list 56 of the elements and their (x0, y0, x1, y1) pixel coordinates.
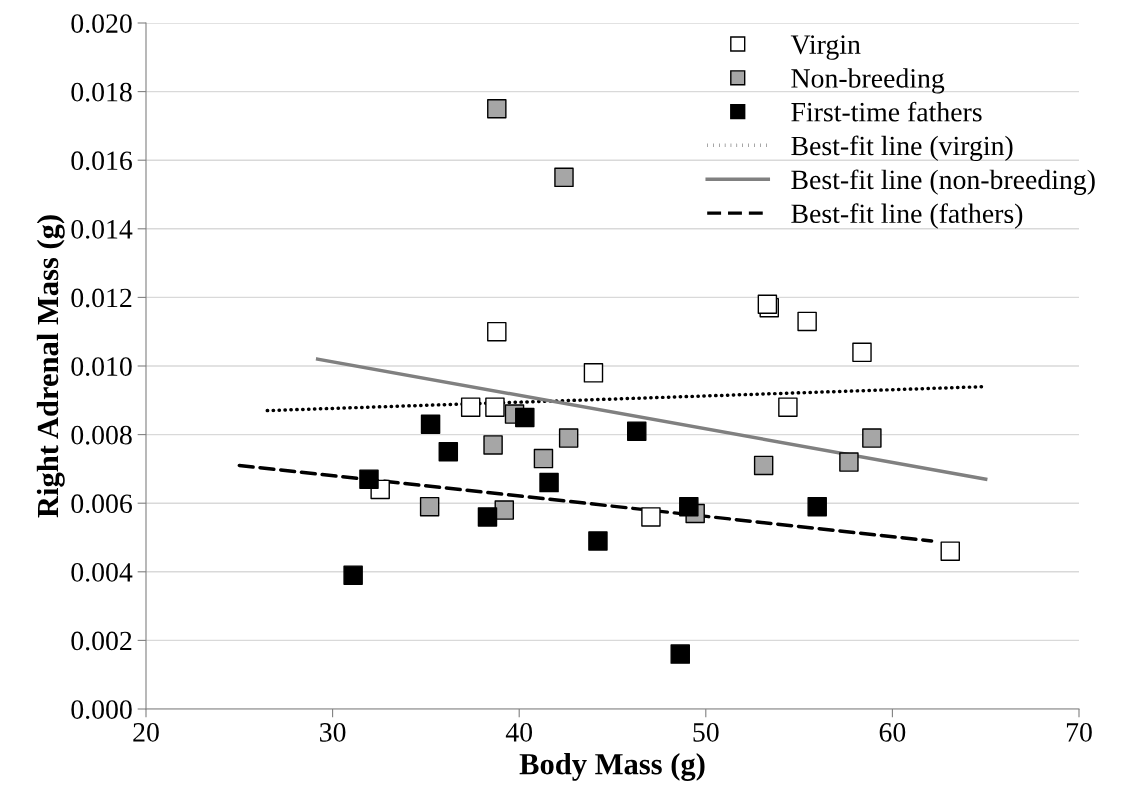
x-tick-label: 20 (133, 723, 159, 742)
point (641, 507, 661, 527)
y-tick-label: 0.008 (71, 425, 132, 445)
point (438, 442, 459, 462)
y-tick-label: 0.020 (71, 14, 132, 34)
y-tick-label: 0.004 (71, 562, 133, 582)
point (940, 541, 960, 561)
legend-label: Best-fit line (virgin) (791, 135, 1013, 162)
x-tick-label: 70 (1066, 723, 1092, 742)
point (778, 397, 798, 417)
point (419, 496, 440, 517)
y-tick-label: 0.002 (71, 631, 132, 651)
legend-label: Virgin (790, 35, 861, 60)
point (558, 428, 579, 448)
x-tick-label: 50 (693, 723, 719, 742)
y-tick-label: 0.018 (71, 82, 132, 102)
legend-label: First-time fathers (791, 101, 982, 122)
point (477, 507, 498, 527)
y-tick-label: 0.010 (71, 357, 132, 377)
point (862, 428, 882, 448)
point (533, 448, 554, 469)
point (753, 455, 774, 476)
y-axis-title: Right Adrenal Mass (g) (36, 215, 65, 518)
y-tick-label: 0.006 (71, 494, 132, 514)
point (343, 565, 363, 585)
point (839, 452, 859, 472)
legend-label: Best-fit line (non-breeding) (791, 169, 1095, 195)
y-tick-label: 0.012 (71, 288, 132, 308)
y-tick-label: 0.016 (71, 151, 132, 171)
point (460, 397, 481, 417)
point (359, 469, 379, 489)
x-tick-label: 40 (505, 723, 533, 742)
point (852, 342, 872, 363)
point (483, 435, 503, 455)
point (487, 321, 507, 342)
legend-label: Best-fit line (fathers) (791, 203, 1023, 229)
point (420, 414, 441, 435)
point (515, 407, 535, 428)
x-axis-title: Body Mass (g) (519, 752, 705, 781)
point (487, 99, 507, 119)
point (807, 496, 827, 517)
point (588, 531, 608, 551)
point (679, 496, 699, 517)
point (554, 167, 574, 188)
point (485, 397, 505, 417)
point (670, 644, 690, 664)
x-tick-label: 30 (320, 723, 346, 742)
point (583, 363, 604, 383)
y-tick-label: 0.000 (71, 700, 132, 720)
y-tick-label: 0.014 (71, 219, 133, 239)
point (627, 421, 647, 441)
point (539, 472, 559, 493)
legend-label: Non-breeding (791, 68, 945, 94)
point (797, 311, 817, 332)
point (494, 500, 515, 520)
x-tick-label: 60 (879, 723, 906, 742)
